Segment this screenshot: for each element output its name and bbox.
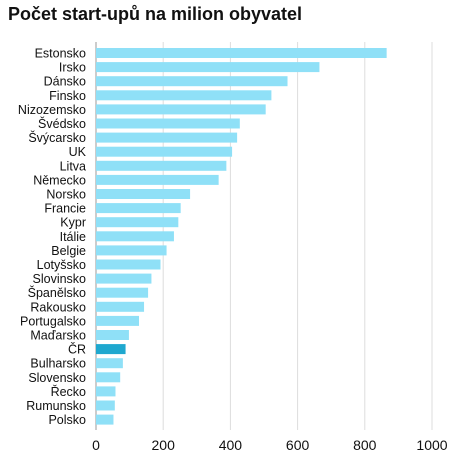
category-label: Polsko xyxy=(48,413,86,427)
bar xyxy=(96,174,219,185)
category-label: Irsko xyxy=(59,61,86,75)
bar xyxy=(96,287,149,298)
bar xyxy=(96,62,320,73)
x-tick-label: 400 xyxy=(219,437,243,453)
category-label: Estonsko xyxy=(35,47,86,61)
bar xyxy=(96,90,272,101)
category-label: Itálie xyxy=(60,230,86,244)
bar xyxy=(96,259,161,270)
bar xyxy=(96,48,387,58)
category-label: Rumunsko xyxy=(26,399,86,413)
category-label: Maďarsko xyxy=(30,329,86,343)
category-label: Norsko xyxy=(46,188,86,202)
bar xyxy=(96,118,240,129)
bar xyxy=(96,301,145,312)
x-tick-label: 600 xyxy=(286,437,310,453)
category-label: Bulharsko xyxy=(30,357,86,371)
bar xyxy=(96,273,152,284)
category-label: Portugalsko xyxy=(20,314,86,328)
bar xyxy=(96,400,115,411)
category-label: Švédsko xyxy=(38,116,86,131)
category-label: Francie xyxy=(44,202,86,216)
category-label: Řecko xyxy=(51,384,86,399)
category-label: Kypr xyxy=(60,216,86,230)
category-label: Španělsko xyxy=(28,285,86,300)
category-label: UK xyxy=(69,145,87,159)
chart-title: Počet start-upů na milion obyvatel xyxy=(8,4,303,24)
bar xyxy=(96,245,167,256)
bar xyxy=(96,414,114,425)
bar xyxy=(96,231,174,242)
category-label: Slovinsko xyxy=(33,272,87,286)
x-tick-label: 800 xyxy=(353,437,377,453)
bar xyxy=(96,160,227,171)
category-label: Belgie xyxy=(51,244,86,258)
category-label: Nizozemsko xyxy=(18,103,86,117)
x-tick-label: 0 xyxy=(92,437,100,453)
bar xyxy=(96,203,181,214)
bar xyxy=(96,104,266,115)
category-label: Německo xyxy=(33,173,86,187)
bar xyxy=(96,76,288,87)
category-label: Litva xyxy=(60,159,86,173)
category-label: Rakousko xyxy=(30,300,86,314)
bar xyxy=(96,146,233,157)
bar xyxy=(96,132,238,143)
bars xyxy=(96,48,387,425)
category-label: Lotyšsko xyxy=(37,258,86,272)
category-label: Švýcarsko xyxy=(28,130,86,145)
x-axis-ticks: 0 200 400 600 800 1000 xyxy=(92,437,448,453)
category-label: ČR xyxy=(68,342,86,357)
bar xyxy=(96,386,116,397)
bar xyxy=(96,217,179,228)
category-label: Slovensko xyxy=(28,371,86,385)
bar xyxy=(96,330,129,340)
category-label: Dánsko xyxy=(44,75,86,89)
bar xyxy=(96,358,123,369)
x-tick-label: 1000 xyxy=(416,437,447,453)
bar xyxy=(96,189,191,199)
category-labels: EstonskoIrskoDánskoFinskoNizozemskoŠvéds… xyxy=(18,47,87,428)
bar xyxy=(96,344,126,355)
bar xyxy=(96,315,140,326)
bar xyxy=(96,372,121,383)
category-label: Finsko xyxy=(49,89,86,103)
x-tick-label: 200 xyxy=(152,437,176,453)
